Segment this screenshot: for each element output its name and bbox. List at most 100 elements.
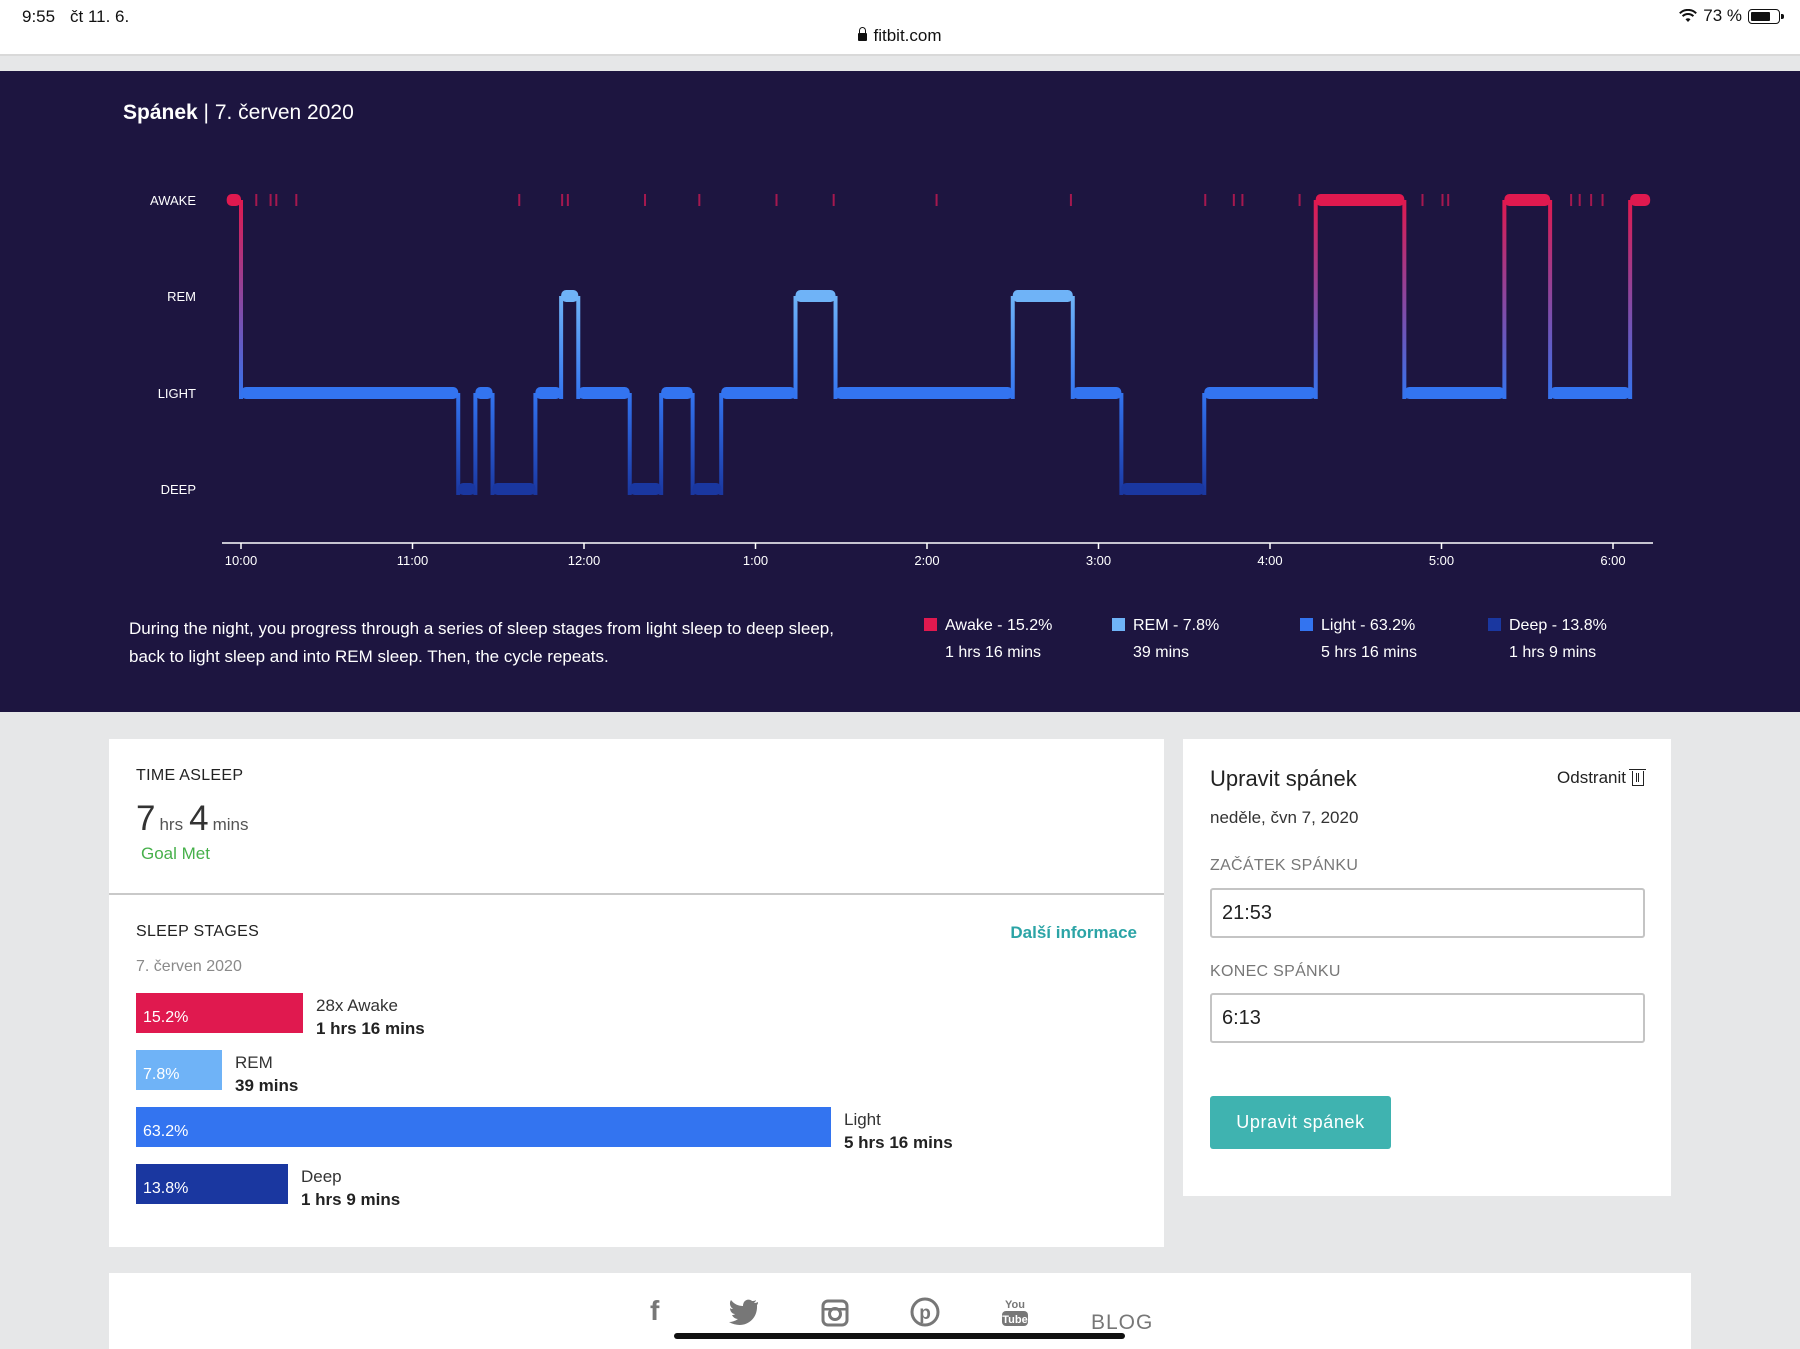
brief-awakening-mark <box>295 194 298 206</box>
panel-title: Spánek | 7. červen 2020 <box>123 101 354 125</box>
brief-awakening-mark <box>1069 194 1072 206</box>
stage-segment-light[interactable] <box>1550 387 1631 399</box>
stage-transition <box>690 393 695 495</box>
brief-awakening-mark <box>775 194 778 206</box>
edit-sleep-title: Upravit spánek <box>1210 766 1357 791</box>
sleep-end-input[interactable] <box>1210 993 1645 1043</box>
legend-swatch <box>924 618 937 631</box>
stage-transition <box>659 393 664 495</box>
sleep-start-input[interactable] <box>1210 888 1645 938</box>
legend-duration: 39 mins <box>1133 644 1190 661</box>
stage-transition <box>1402 200 1407 399</box>
legend-swatch <box>1112 618 1125 631</box>
stage-transition <box>719 393 724 495</box>
stage-segment-rem[interactable] <box>795 290 836 302</box>
brief-awakening-mark <box>1578 194 1581 206</box>
address-bar[interactable]: fitbit.com <box>0 26 1800 46</box>
facebook-icon[interactable]: f <box>650 1295 660 1326</box>
stage-transition <box>627 393 632 495</box>
asleep-hours-unit: hrs <box>159 815 184 834</box>
legend-duration: 1 hrs 16 mins <box>945 644 1042 661</box>
sleep-stages-chart: AWAKE REM LIGHT DEEP 10:00 11:00 12:00 1:00 2:00… <box>150 193 1653 568</box>
stage-transition <box>1010 296 1015 399</box>
time-tick-label: 12:00 <box>568 553 601 568</box>
stage-segment-deep[interactable] <box>1121 483 1205 495</box>
stage-transition <box>1202 393 1207 495</box>
stage-segment-light[interactable] <box>721 387 796 399</box>
brief-awakening-mark <box>935 194 938 206</box>
stage-segment-light[interactable] <box>578 387 630 399</box>
legend-item: Awake - 15.2% 1 hrs 16 mins <box>924 617 1052 662</box>
stage-bar-duration: 5 hrs 16 mins <box>844 1133 953 1152</box>
svg-text:p: p <box>919 1303 931 1324</box>
home-indicator <box>674 1333 1125 1339</box>
stage-segment-light[interactable] <box>1404 387 1505 399</box>
stage-bar-name: REM <box>235 1053 273 1072</box>
stage-segment-light[interactable] <box>475 387 493 399</box>
time-tick-label: 2:00 <box>914 553 939 568</box>
delete-button[interactable]: Odstranit <box>1557 768 1646 788</box>
stage-transition <box>1070 296 1075 399</box>
blog-link[interactable]: BLOG <box>1091 1311 1154 1334</box>
legend-item: Light - 63.2% 5 hrs 16 mins <box>1300 617 1417 662</box>
more-info-link[interactable]: Další informace <box>1010 923 1137 942</box>
stage-segment-light[interactable] <box>835 387 1013 399</box>
stage-transition <box>239 200 243 399</box>
legend-duration: 5 hrs 16 mins <box>1321 644 1418 661</box>
stage-segment-deep[interactable] <box>458 483 476 495</box>
sleep-chart-panel: Spánek | 7. červen 2020 AWAKE REM LIGHT DEE… <box>0 71 1800 712</box>
brief-awakening-mark <box>561 194 564 206</box>
browser-status-bar: 9:55 čt 11. 6. 73 % fitbit.com <box>0 0 1800 56</box>
youtube-icon[interactable]: You Tube <box>1000 1297 1030 1329</box>
stage-transition <box>533 393 538 495</box>
stage-bar: 13.8% <box>136 1164 288 1204</box>
stage-segment-light[interactable] <box>535 387 562 399</box>
instagram-icon[interactable] <box>821 1299 849 1327</box>
stage-axis-label: AWAKE <box>150 193 196 208</box>
brief-awakening-mark <box>698 194 701 206</box>
brief-awakening-mark <box>1441 194 1444 206</box>
goal-status: Goal Met <box>141 844 210 863</box>
legend-label: Light - 63.2% <box>1321 617 1416 634</box>
sleep-summary-card: TIME ASLEEP 7 hrs 4 mins Goal Met SLEEP STA… <box>109 739 1164 1247</box>
sleep-start-label: ZAČÁTEK SPÁNKU <box>1210 857 1359 874</box>
stage-segment-awake[interactable] <box>1630 194 1651 206</box>
time-asleep-value: 7 hrs 4 mins <box>136 799 254 839</box>
stage-segment-awake[interactable] <box>1315 194 1405 206</box>
twitter-icon[interactable] <box>729 1299 759 1325</box>
status-date: čt 11. 6. <box>70 7 130 26</box>
time-asleep-label: TIME ASLEEP <box>136 767 244 784</box>
brief-awakening-mark <box>1241 194 1244 206</box>
brief-awakening-mark <box>566 194 569 206</box>
legend-item: Deep - 13.8% 1 hrs 9 mins <box>1488 617 1607 662</box>
stage-segment-deep[interactable] <box>492 483 536 495</box>
stage-segment-awake[interactable] <box>1504 194 1551 206</box>
stage-transition <box>1502 200 1507 399</box>
stage-bar: 63.2% <box>136 1107 831 1147</box>
brief-awakening-mark <box>275 194 278 206</box>
stage-segment-light[interactable] <box>241 387 459 399</box>
stage-bar-name: 28x Awake <box>316 996 398 1015</box>
stage-segment-light[interactable] <box>661 387 693 399</box>
stage-segment-deep[interactable] <box>692 483 722 495</box>
stage-segment-deep[interactable] <box>629 483 662 495</box>
stage-bar-duration: 39 mins <box>235 1076 299 1095</box>
stage-axis-label: REM <box>167 289 196 304</box>
edit-sleep-submit-button[interactable]: Upravit spánek <box>1210 1096 1391 1149</box>
brief-awakening-mark <box>1570 194 1573 206</box>
pinterest-icon[interactable]: p <box>910 1297 940 1327</box>
time-tick-label: 5:00 <box>1429 553 1454 568</box>
legend-label: Awake - 15.2% <box>945 617 1053 634</box>
stage-segment-rem[interactable] <box>561 290 579 302</box>
stage-axis-label: DEEP <box>161 482 196 497</box>
asleep-hours: 7 <box>136 799 156 838</box>
stage-segment-light[interactable] <box>1204 387 1316 399</box>
stage-segment-light[interactable] <box>1072 387 1122 399</box>
stage-segment-rem[interactable] <box>1012 290 1073 302</box>
section-divider <box>109 893 1164 895</box>
brief-awakening-mark <box>1232 194 1235 206</box>
stage-segment-awake[interactable] <box>226 194 241 206</box>
time-tick-label: 4:00 <box>1257 553 1282 568</box>
stage-transition <box>1313 200 1318 399</box>
asleep-minutes: 4 <box>189 799 209 838</box>
